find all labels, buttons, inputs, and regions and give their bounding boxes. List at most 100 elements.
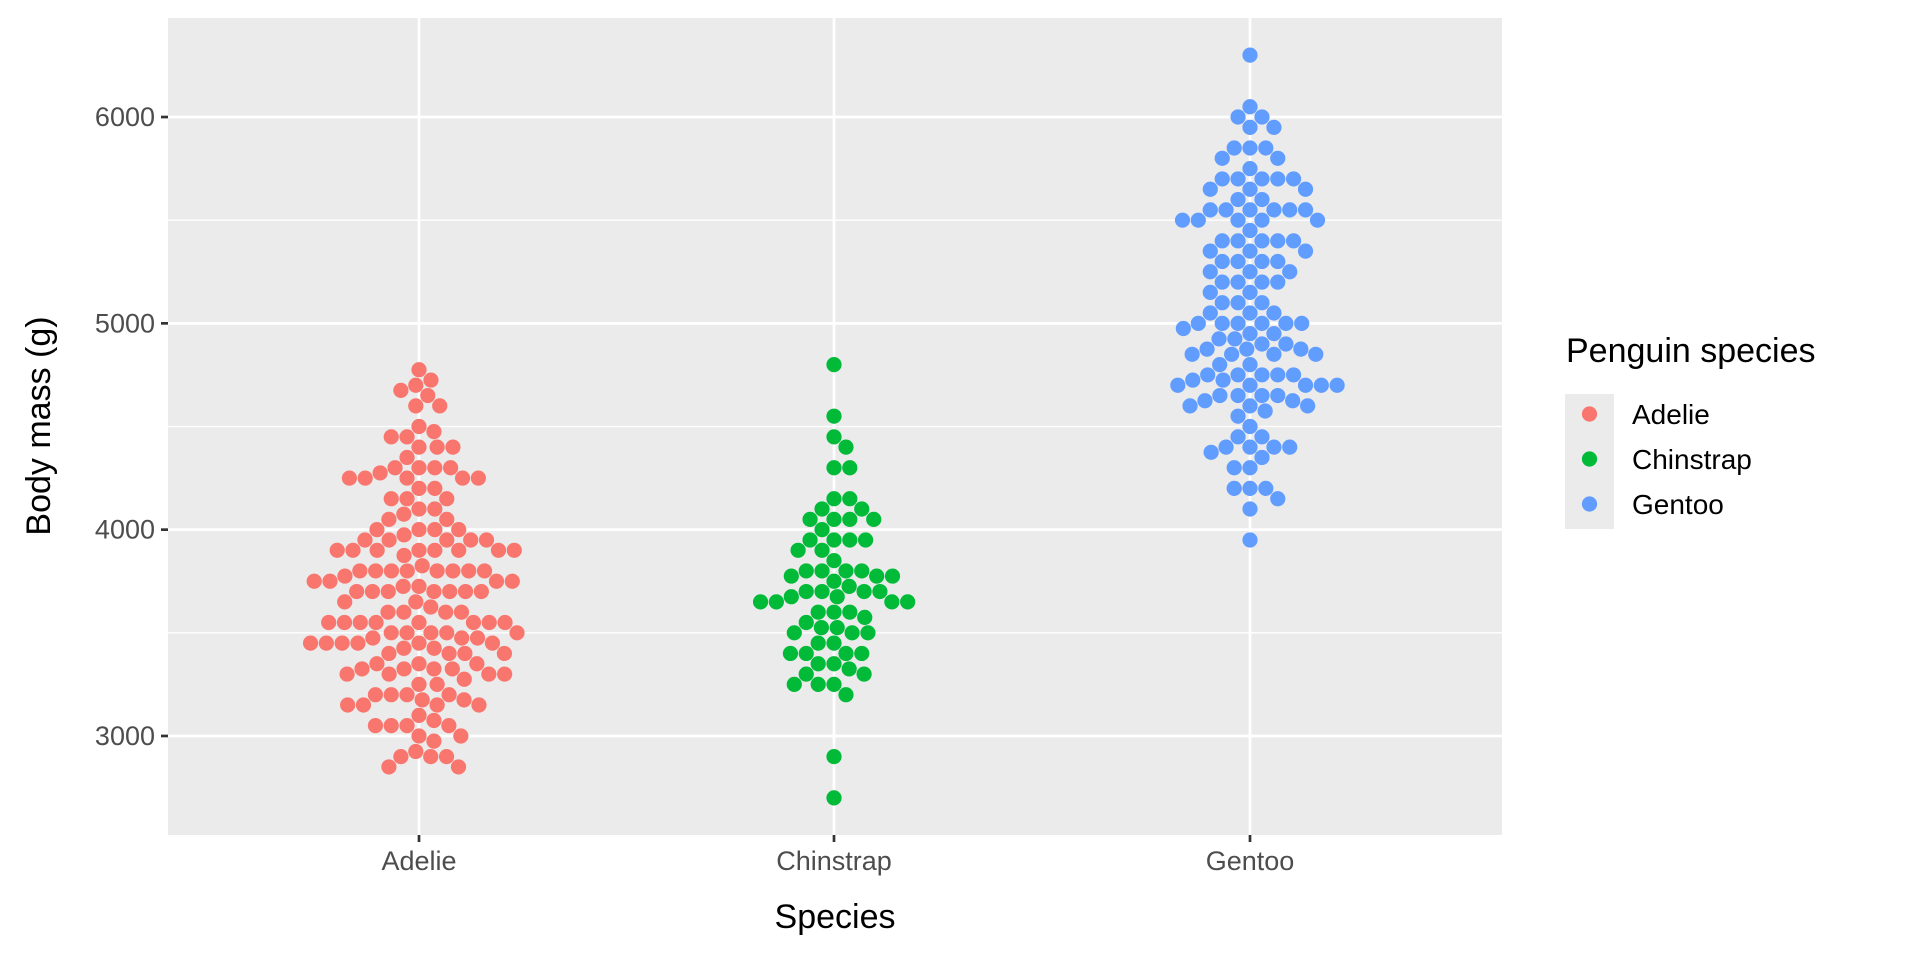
data-point-chinstrap — [826, 429, 842, 445]
data-point-gentoo — [1200, 367, 1216, 383]
data-point-gentoo — [1226, 480, 1242, 496]
data-point-gentoo — [1254, 295, 1270, 311]
data-point-adelie — [481, 666, 497, 682]
data-point-gentoo — [1212, 387, 1228, 404]
x-tick-label: Gentoo — [1206, 846, 1295, 876]
data-point-chinstrap — [798, 563, 814, 579]
data-point-gentoo — [1175, 320, 1191, 337]
data-point-gentoo — [1202, 202, 1218, 218]
x-axis-title: Species — [775, 898, 896, 936]
data-point-adelie — [367, 718, 384, 734]
data-point-gentoo — [1174, 212, 1191, 228]
data-point-adelie — [423, 749, 439, 765]
data-point-adelie — [465, 614, 482, 631]
data-point-adelie — [399, 470, 415, 486]
data-point-adelie — [411, 542, 427, 558]
data-point-adelie — [427, 460, 443, 476]
data-point-adelie — [445, 439, 461, 455]
data-point-adelie — [383, 563, 400, 579]
data-point-adelie — [429, 563, 445, 579]
data-point-adelie — [429, 697, 445, 713]
data-point-chinstrap — [826, 573, 842, 589]
data-point-adelie — [471, 697, 487, 713]
data-point-adelie — [496, 645, 513, 662]
data-point-gentoo — [1254, 233, 1270, 249]
data-point-adelie — [490, 542, 507, 558]
data-point-gentoo — [1230, 191, 1246, 208]
data-point-gentoo — [1214, 315, 1230, 331]
data-point-chinstrap — [826, 790, 842, 806]
data-point-chinstrap — [782, 645, 799, 662]
data-point-gentoo — [1242, 119, 1258, 135]
data-point-gentoo — [1308, 346, 1324, 362]
data-point-adelie — [411, 362, 427, 378]
data-points — [302, 47, 1345, 806]
data-point-chinstrap — [826, 635, 842, 651]
data-point-gentoo — [1214, 150, 1230, 166]
data-point-adelie — [453, 728, 469, 744]
data-point-adelie — [357, 532, 373, 548]
data-point-gentoo — [1266, 202, 1282, 218]
data-point-chinstrap — [866, 511, 882, 527]
data-point-gentoo — [1285, 367, 1302, 383]
data-point-adelie — [334, 635, 350, 651]
data-point-adelie — [365, 630, 381, 646]
data-point-adelie — [329, 542, 345, 558]
data-point-gentoo — [1230, 253, 1246, 270]
data-point-adelie — [439, 625, 455, 641]
data-point-chinstrap — [838, 439, 854, 455]
data-point-chinstrap — [856, 583, 872, 600]
data-point-adelie — [411, 480, 427, 496]
data-point-adelie — [369, 656, 385, 672]
data-point-chinstrap — [869, 568, 885, 584]
data-point-adelie — [369, 522, 385, 538]
legend-key-adelie — [1581, 406, 1598, 422]
data-point-gentoo — [1230, 367, 1246, 383]
data-point-adelie — [396, 547, 412, 564]
data-point-adelie — [322, 573, 338, 589]
data-point-gentoo — [1214, 274, 1230, 290]
data-point-adelie — [411, 614, 427, 631]
data-point-adelie — [469, 656, 485, 672]
data-point-adelie — [439, 532, 455, 548]
data-point-gentoo — [1285, 171, 1302, 187]
data-point-adelie — [461, 563, 477, 579]
data-point-gentoo — [1202, 284, 1218, 300]
data-point-adelie — [444, 661, 460, 677]
data-point-chinstrap — [858, 532, 874, 548]
data-point-adelie — [427, 501, 443, 517]
data-point-gentoo — [1270, 367, 1286, 383]
data-point-chinstrap — [814, 501, 830, 517]
data-point-gentoo — [1242, 264, 1258, 280]
data-point-adelie — [354, 661, 370, 677]
data-point-adelie — [443, 460, 459, 476]
data-point-adelie — [411, 439, 427, 455]
data-point-gentoo — [1254, 367, 1270, 383]
data-point-chinstrap — [826, 676, 842, 692]
data-point-adelie — [504, 573, 520, 589]
data-point-gentoo — [1285, 393, 1301, 409]
data-point-adelie — [381, 532, 397, 548]
data-point-gentoo — [1230, 212, 1246, 228]
data-point-gentoo — [1242, 480, 1258, 496]
data-point-chinstrap — [856, 666, 872, 682]
data-point-gentoo — [1270, 150, 1286, 166]
data-point-adelie — [456, 671, 472, 687]
data-point-gentoo — [1214, 233, 1230, 249]
data-point-chinstrap — [814, 563, 830, 579]
data-point-adelie — [478, 532, 495, 548]
data-point-gentoo — [1270, 171, 1286, 187]
data-point-chinstrap — [842, 604, 858, 620]
data-point-adelie — [411, 728, 427, 744]
data-point-adelie — [306, 573, 322, 589]
data-point-adelie — [457, 645, 473, 662]
data-point-adelie — [381, 645, 397, 662]
data-point-chinstrap — [798, 583, 814, 600]
data-point-adelie — [380, 604, 396, 620]
data-point-adelie — [399, 563, 415, 579]
data-point-adelie — [420, 387, 436, 404]
data-point-adelie — [432, 398, 448, 414]
data-point-gentoo — [1297, 243, 1314, 259]
data-point-chinstrap — [826, 656, 842, 672]
data-point-chinstrap — [826, 532, 842, 548]
